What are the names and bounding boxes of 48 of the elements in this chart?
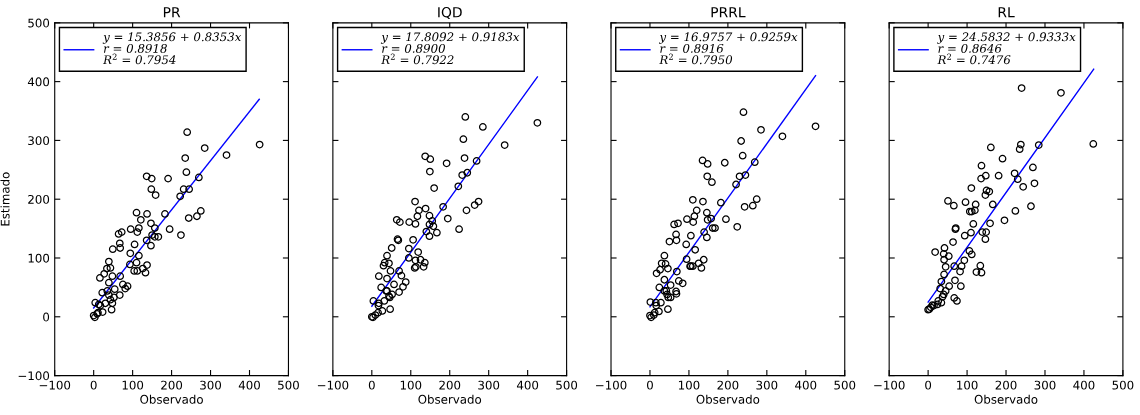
legend-label: y = 24.5832 + 0.9333x r = 0.8646 R$^{2}$ = 0.7476 — [937, 32, 1076, 65]
x-axis-title: Observado — [418, 394, 482, 404]
x-tick-label: 400 — [795, 380, 817, 390]
x-tick-label: 400 — [1073, 380, 1095, 390]
y-tick-label: 100 — [28, 253, 50, 263]
y-tick-label: 0 — [43, 312, 50, 322]
x-tick-label: 200 — [439, 380, 461, 390]
x-tick-label: 500 — [278, 380, 299, 390]
chart-title: PR — [163, 7, 181, 18]
chart-title: PRRL — [711, 7, 746, 18]
x-tick-label: 0 — [925, 380, 932, 390]
x-axis-title: Observado — [974, 394, 1038, 404]
x-tick-label: 500 — [556, 380, 578, 390]
x-tick-label: −100 — [317, 380, 349, 390]
x-tick-label: 300 — [1034, 380, 1056, 390]
x-tick-label: 300 — [478, 380, 500, 390]
legend-label: y = 16.9757 + 0.9259x r = 0.8916 R$^{2}$ = 0.7950 — [658, 32, 798, 65]
y-tick-label: 200 — [28, 194, 50, 204]
x-tick-label: 0 — [368, 380, 375, 390]
y-tick-label: −100 — [18, 371, 50, 381]
x-tick-label: −100 — [39, 380, 71, 390]
x-axis-title: Observado — [696, 394, 760, 404]
legend-label: y = 15.3856 + 0.8353x r = 0.8918 R$^{2}$ = 0.7954 — [102, 32, 242, 65]
x-tick-label: 200 — [995, 380, 1017, 390]
x-tick-label: 0 — [90, 380, 97, 390]
x-tick-label: −100 — [874, 380, 905, 390]
chart-title: IQD — [438, 6, 462, 20]
chart-title: RL — [998, 7, 1015, 18]
x-tick-label: 100 — [957, 380, 978, 390]
x-tick-label: 0 — [646, 380, 653, 390]
y-tick-label: 500 — [28, 18, 50, 28]
x-tick-label: 100 — [122, 380, 144, 390]
x-axis-title: Observado — [140, 394, 203, 404]
x-tick-label: 400 — [516, 380, 539, 390]
x-tick-label: 500 — [1112, 380, 1134, 390]
x-tick-label: 500 — [834, 380, 856, 390]
y-tick-label: 300 — [28, 136, 50, 146]
x-tick-label: 300 — [200, 380, 222, 390]
x-tick-label: 100 — [678, 380, 700, 390]
x-tick-label: 400 — [238, 380, 260, 390]
x-tick-label: −100 — [596, 380, 627, 390]
x-tick-label: 300 — [756, 380, 778, 390]
y-axis-title: Estimado — [0, 172, 10, 226]
x-tick-label: 100 — [400, 380, 422, 390]
x-tick-label: 200 — [161, 380, 183, 390]
x-tick-label: 200 — [717, 380, 739, 390]
legend-label: y = 17.8092 + 0.9183x r = 0.8900 R$^{2}$ = 0.7922 — [380, 32, 520, 65]
y-tick-label: 400 — [27, 77, 50, 87]
